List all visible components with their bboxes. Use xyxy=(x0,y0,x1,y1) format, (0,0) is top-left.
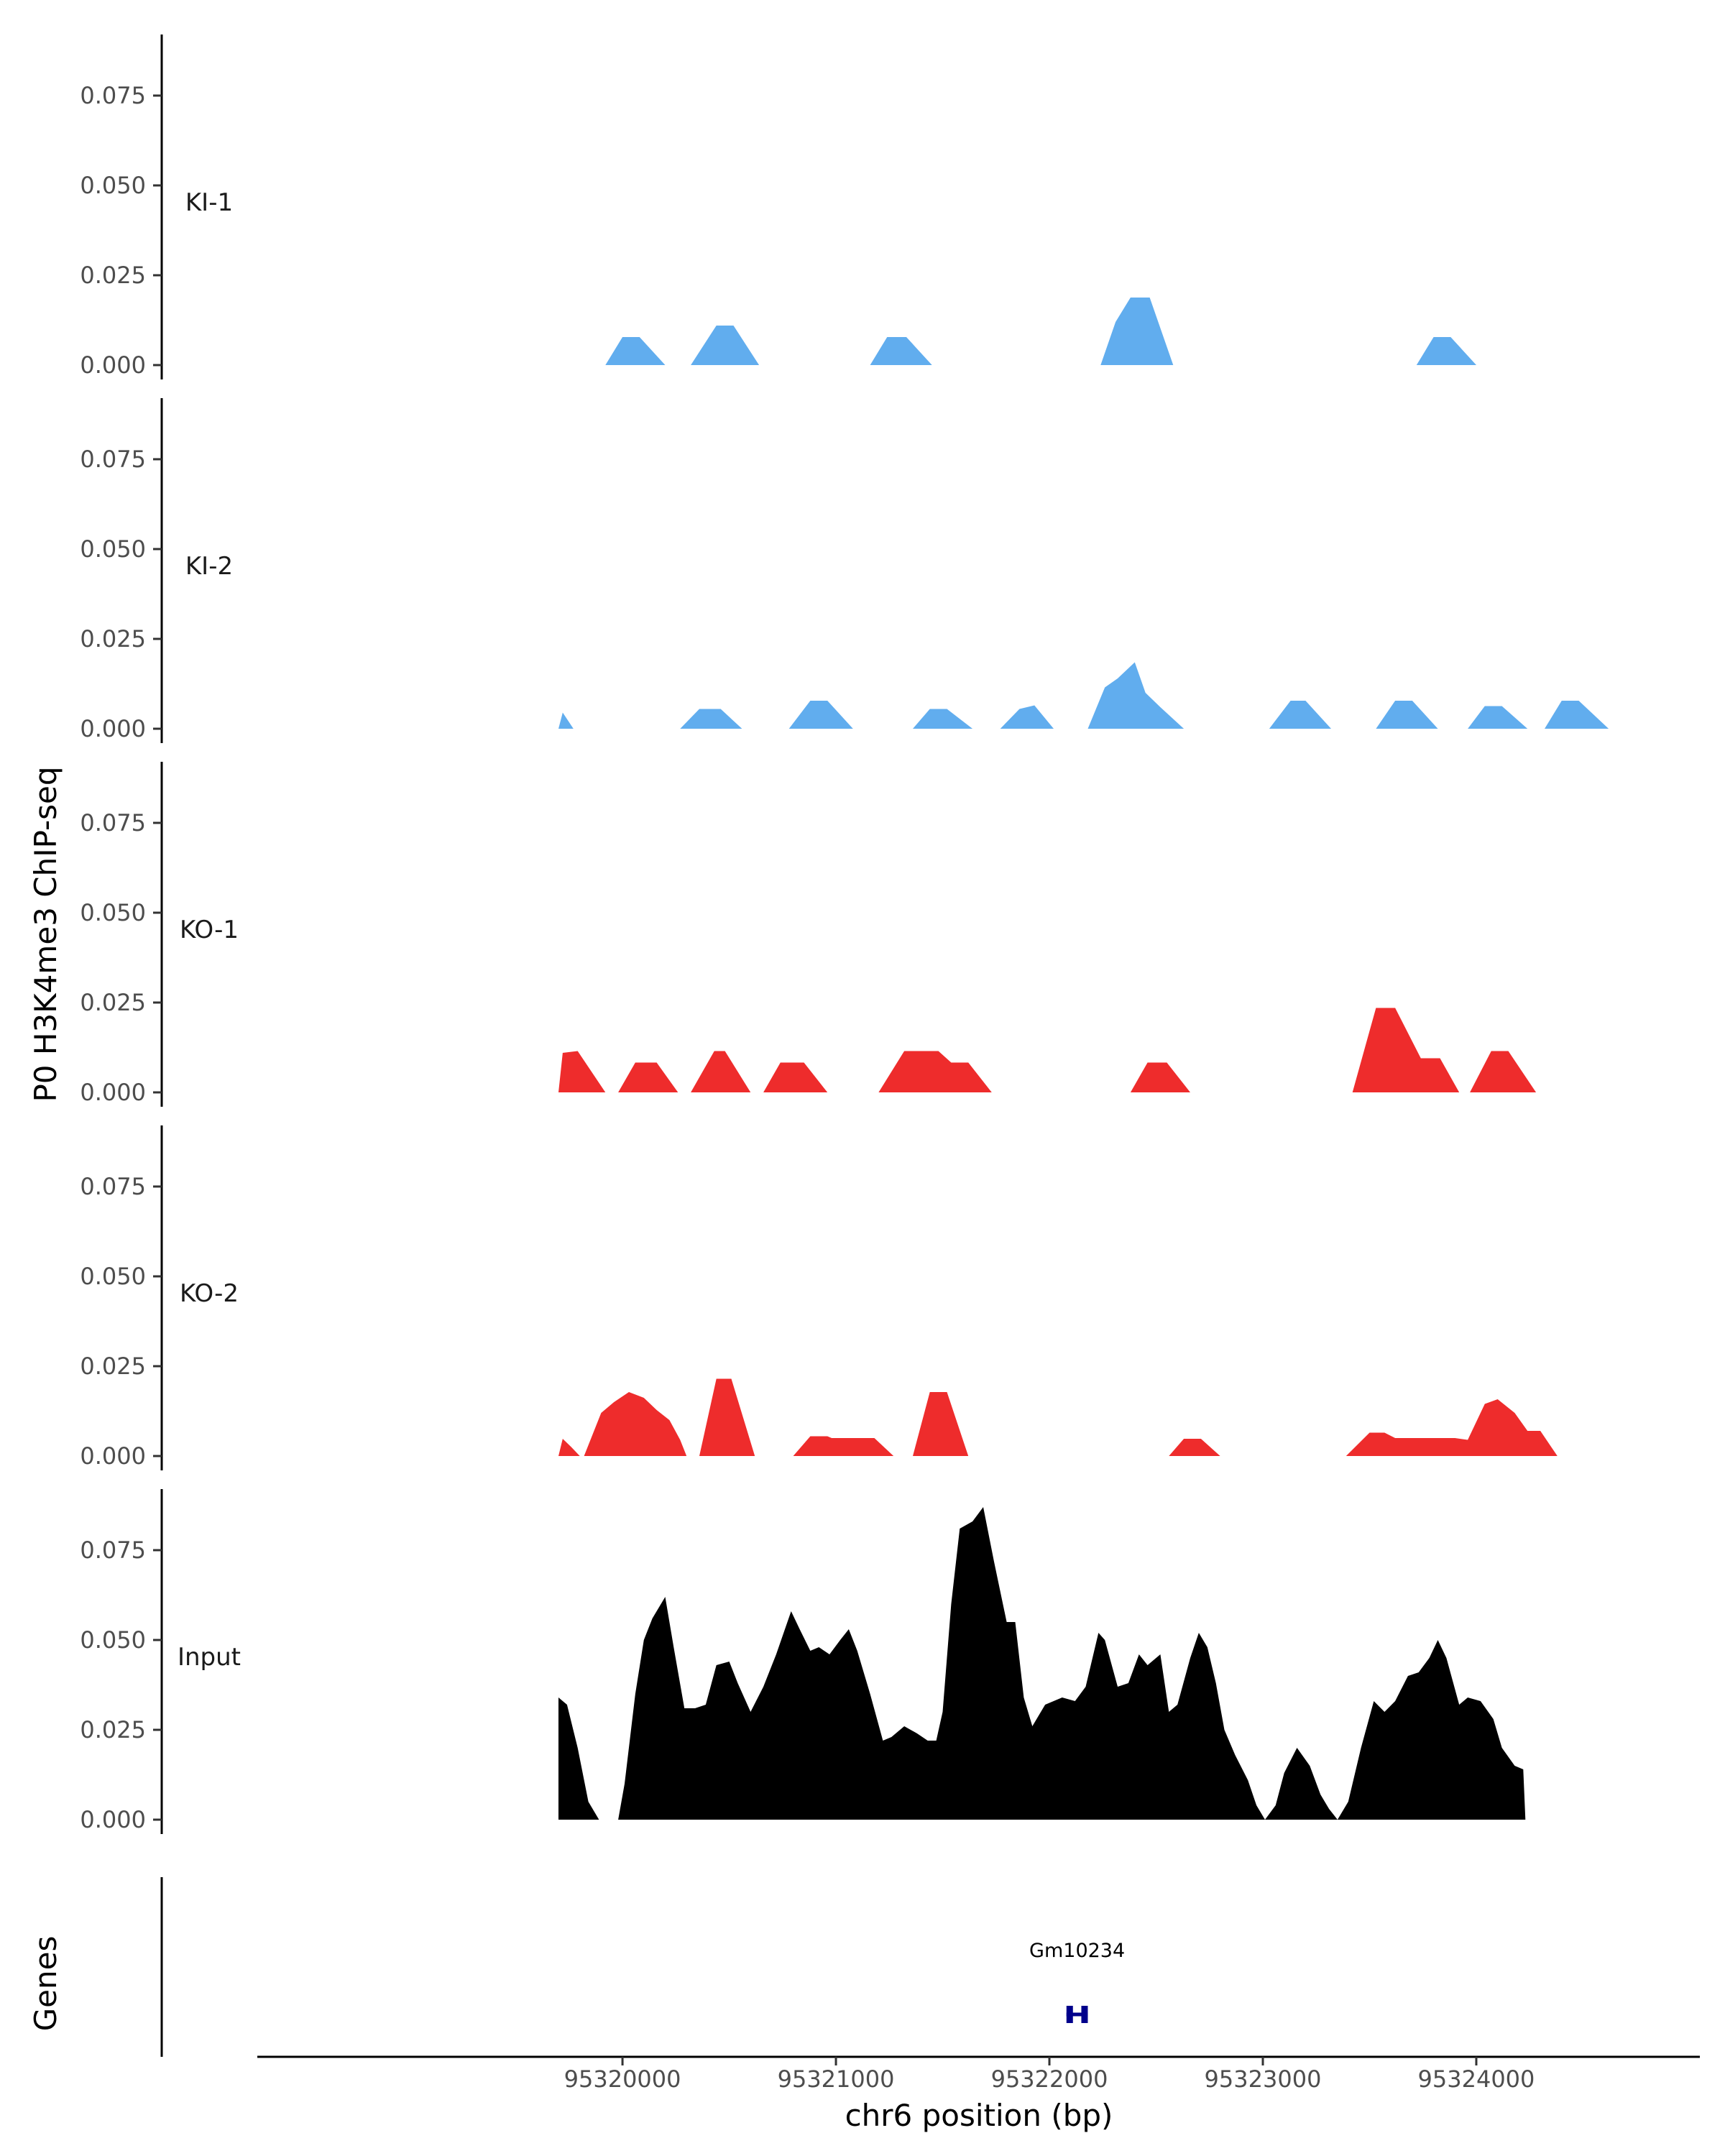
track-label-ko-1: KO-1 xyxy=(180,916,239,944)
x-tick-label: 95324000 xyxy=(1418,2065,1535,2093)
track-label-ki-2: KI-2 xyxy=(185,552,233,581)
gene-exon xyxy=(1066,2006,1073,2023)
y-tick-label: 0.025 xyxy=(80,989,146,1016)
y-axis-title: P0 H3K4me3 ChIP-seq xyxy=(28,766,63,1102)
y-tick-label: 0.000 xyxy=(80,351,146,379)
y-tick-label: 0.000 xyxy=(80,1442,146,1470)
signal-area-input xyxy=(558,1507,1526,1820)
signal-area-ko-2 xyxy=(558,1378,1558,1456)
y-tick-label: 0.050 xyxy=(80,535,146,563)
track-panel-ko-1: 0.000 0.025 0.050 0.075 KO-1 xyxy=(80,762,1537,1107)
track-label-ki-1: KI-1 xyxy=(185,188,233,217)
track-label-ko-2: KO-2 xyxy=(180,1279,239,1308)
track-panel-ki-1: 0.000 0.025 0.050 0.075 KI-1 xyxy=(80,34,1476,379)
x-tick-label: 95323000 xyxy=(1205,2065,1322,2093)
y-tick-label: 0.050 xyxy=(80,172,146,199)
x-tick-label: 95321000 xyxy=(778,2065,895,2093)
track-panel-ki-2: 0.000 0.025 0.050 0.075 KI-2 xyxy=(80,398,1609,743)
y-tick-label: 0.075 xyxy=(80,1537,146,1564)
y-tick-label: 0.025 xyxy=(80,262,146,289)
track-panel-ko-2: 0.000 0.025 0.050 0.075 KO-2 xyxy=(80,1125,1558,1470)
gene-exon xyxy=(1081,2006,1088,2023)
x-tick-label: 95322000 xyxy=(991,2065,1108,2093)
track-panels: 0.0000.0250.0500.075KI-10.0000.0250.0500… xyxy=(80,34,1609,1834)
x-axis-title: chr6 position (bp) xyxy=(845,2098,1113,2133)
gene-track: Genes Gm10234 xyxy=(28,1877,1125,2057)
y-tick-label: 0.050 xyxy=(80,899,146,926)
y-tick-label: 0.050 xyxy=(80,1263,146,1290)
y-tick-label: 0.075 xyxy=(80,1173,146,1200)
x-tick-label: 95320000 xyxy=(564,2065,681,2093)
y-tick-label: 0.075 xyxy=(80,446,146,473)
y-tick-label: 0.050 xyxy=(80,1626,146,1654)
y-tick-label: 0.075 xyxy=(80,809,146,837)
signal-area-ki-1 xyxy=(605,298,1476,365)
x-axis: 95320000 95321000 95322000 95323000 95324000… xyxy=(257,2055,1700,2133)
track-panel-input: 0.000 0.025 0.050 0.075 Input xyxy=(80,1489,1526,1834)
y-tick-label: 0.025 xyxy=(80,625,146,653)
y-tick-label: 0.000 xyxy=(80,1806,146,1833)
y-tick-label: 0.075 xyxy=(80,82,146,109)
y-tick-label: 0.000 xyxy=(80,1079,146,1106)
y-tick-label: 0.025 xyxy=(80,1716,146,1743)
x-axis-ticks: 95320000 95321000 95322000 95323000 95324000 xyxy=(564,2057,1535,2093)
signal-area-ki-2 xyxy=(558,662,1609,729)
signal-area-ko-1 xyxy=(558,1008,1537,1092)
gene-name-label: Gm10234 xyxy=(1029,1940,1125,1962)
y-tick-label: 0.025 xyxy=(80,1353,146,1380)
y-tick-label: 0.000 xyxy=(80,715,146,742)
gene-track-label: Genes xyxy=(28,1936,63,2032)
gene-models: Gm10234 xyxy=(1029,1940,1125,2023)
track-label-input: Input xyxy=(178,1643,241,1672)
